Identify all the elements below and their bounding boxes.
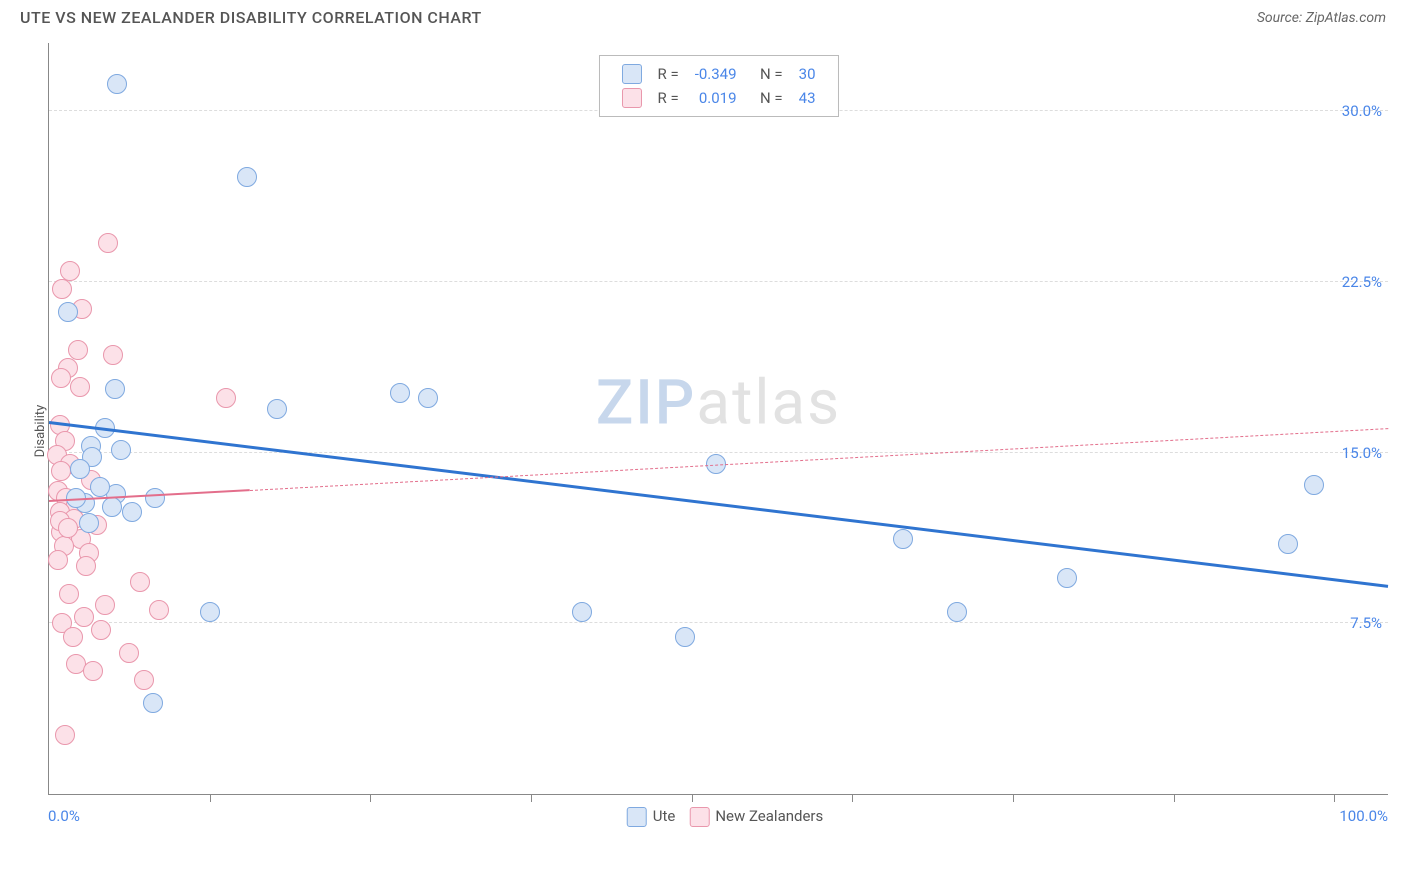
data-point bbox=[149, 600, 169, 620]
data-point bbox=[572, 602, 592, 622]
chart-container: Disability ZIPatlas R =-0.349 N =30R =0.… bbox=[48, 31, 1388, 831]
data-point bbox=[63, 627, 83, 647]
legend-r-label: R = bbox=[649, 62, 686, 86]
data-point bbox=[143, 693, 163, 713]
data-point bbox=[122, 502, 142, 522]
legend-swatch bbox=[627, 807, 647, 827]
y-tick-label: 30.0% bbox=[1342, 102, 1382, 120]
legend-r-value: -0.349 bbox=[687, 62, 745, 86]
legend-series: Ute New Zealanders bbox=[613, 807, 824, 827]
data-point bbox=[1278, 534, 1298, 554]
trend-line-extrapolated bbox=[250, 428, 1388, 491]
data-point bbox=[1057, 568, 1077, 588]
data-point bbox=[98, 233, 118, 253]
data-point bbox=[58, 302, 78, 322]
data-point bbox=[145, 488, 165, 508]
data-point bbox=[58, 518, 78, 538]
watermark-atlas: atlas bbox=[696, 367, 841, 440]
legend-n-value: 43 bbox=[791, 86, 824, 110]
data-point bbox=[55, 725, 75, 745]
legend-series-name: Ute bbox=[653, 807, 676, 825]
legend-swatch bbox=[689, 807, 709, 827]
data-point bbox=[1304, 475, 1324, 495]
data-point bbox=[51, 461, 71, 481]
data-point bbox=[893, 529, 913, 549]
chart-header: UTE VS NEW ZEALANDER DISABILITY CORRELAT… bbox=[0, 0, 1406, 31]
legend-n-value: 30 bbox=[791, 62, 824, 86]
x-tick bbox=[210, 794, 211, 802]
x-tick bbox=[1334, 794, 1335, 802]
x-tick-label: 0.0% bbox=[48, 807, 80, 825]
data-point bbox=[105, 379, 125, 399]
y-tick-label: 22.5% bbox=[1342, 273, 1382, 291]
data-point bbox=[107, 74, 127, 94]
x-tick bbox=[692, 794, 693, 802]
trend-line bbox=[49, 421, 1388, 588]
data-point bbox=[83, 661, 103, 681]
x-tick bbox=[1013, 794, 1014, 802]
data-point bbox=[267, 399, 287, 419]
chart-title: UTE VS NEW ZEALANDER DISABILITY CORRELAT… bbox=[20, 8, 482, 27]
watermark: ZIPatlas bbox=[596, 367, 841, 440]
data-point bbox=[48, 550, 68, 570]
data-point bbox=[947, 602, 967, 622]
plot-area: ZIPatlas R =-0.349 N =30 R =0.019 N =43 7… bbox=[48, 43, 1388, 795]
data-point bbox=[76, 556, 96, 576]
data-point bbox=[74, 607, 94, 627]
x-tick bbox=[1174, 794, 1175, 802]
data-point bbox=[95, 595, 115, 615]
data-point bbox=[90, 477, 110, 497]
data-point bbox=[130, 572, 150, 592]
data-point bbox=[79, 513, 99, 533]
data-point bbox=[111, 440, 131, 460]
data-point bbox=[68, 340, 88, 360]
data-point bbox=[91, 620, 111, 640]
data-point bbox=[52, 279, 72, 299]
data-point bbox=[675, 627, 695, 647]
watermark-zip: ZIP bbox=[596, 367, 697, 440]
gridline bbox=[49, 622, 1388, 623]
x-tick bbox=[370, 794, 371, 802]
y-tick-label: 15.0% bbox=[1342, 444, 1382, 462]
legend-r-value: 0.019 bbox=[687, 86, 745, 110]
x-tick bbox=[531, 794, 532, 802]
data-point bbox=[59, 584, 79, 604]
data-point bbox=[134, 670, 154, 690]
legend-stats: R =-0.349 N =30 R =0.019 N =43 bbox=[598, 55, 838, 117]
legend-swatch bbox=[621, 88, 641, 108]
legend-r-label: R = bbox=[649, 86, 686, 110]
data-point bbox=[200, 602, 220, 622]
data-point bbox=[51, 368, 71, 388]
legend-n-label: N = bbox=[745, 62, 791, 86]
data-point bbox=[119, 643, 139, 663]
data-point bbox=[70, 459, 90, 479]
data-point bbox=[70, 377, 90, 397]
x-tick bbox=[852, 794, 853, 802]
gridline bbox=[49, 281, 1388, 282]
y-axis-label: Disability bbox=[33, 405, 48, 458]
data-point bbox=[237, 167, 257, 187]
data-point bbox=[102, 497, 122, 517]
legend-swatch bbox=[621, 64, 641, 84]
chart-source: Source: ZipAtlas.com bbox=[1257, 10, 1386, 26]
data-point bbox=[390, 383, 410, 403]
y-tick-label: 7.5% bbox=[1350, 614, 1382, 632]
gridline bbox=[49, 452, 1388, 453]
legend-n-label: N = bbox=[745, 86, 791, 110]
data-point bbox=[60, 261, 80, 281]
data-point bbox=[418, 388, 438, 408]
x-tick-label: 100.0% bbox=[1339, 807, 1388, 825]
data-point bbox=[216, 388, 236, 408]
data-point bbox=[103, 345, 123, 365]
legend-series-name: New Zealanders bbox=[715, 807, 823, 825]
